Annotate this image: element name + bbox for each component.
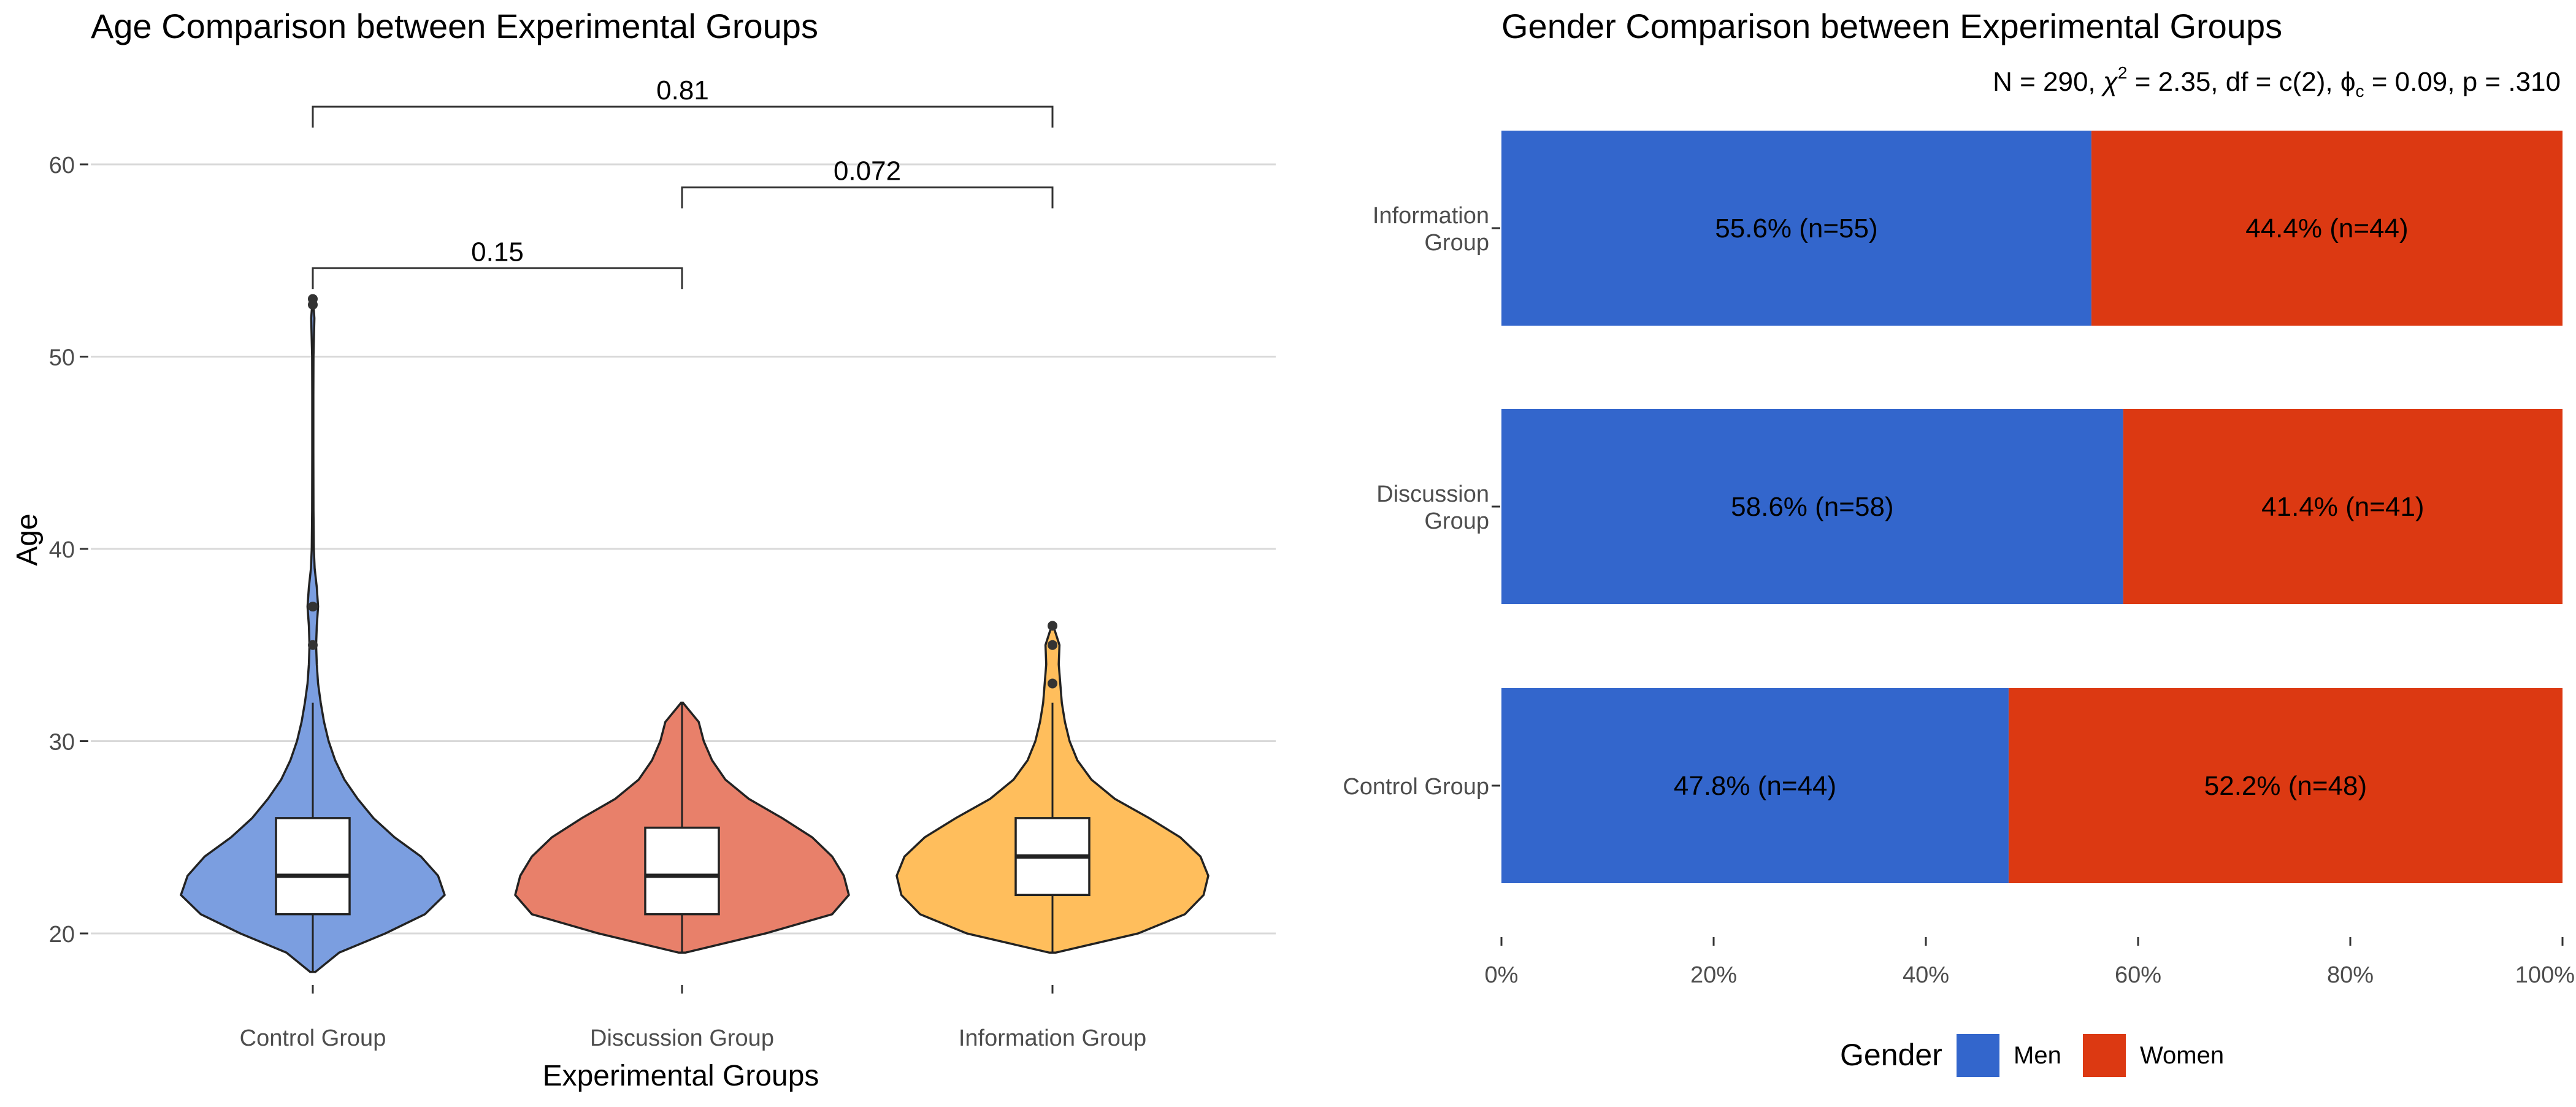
gender-legend: Gender Men Women <box>1840 1034 2224 1077</box>
age-comparison-p-value: 0.072 <box>834 156 901 186</box>
age-violin-panel: Age Comparison between Experimental Grou… <box>11 7 1276 1092</box>
gender-x-tick-label: 60% <box>2115 962 2161 988</box>
age-comparison-p-value: 0.15 <box>471 237 524 267</box>
age-outlier-point <box>1048 621 1057 631</box>
subtitle-chi-symbol: χ <box>2101 67 2118 97</box>
gender-bar-panel: Gender Comparison between Experimental G… <box>1343 7 2575 1077</box>
gender-bar-segment-men <box>1501 688 2009 883</box>
gender-bar-segment-women <box>2123 409 2563 604</box>
age-x-tick-label: Discussion Group <box>590 1025 774 1051</box>
gender-y-tick-label: Discussion <box>1376 481 1489 507</box>
age-x-axis-title: Experimental Groups <box>543 1060 819 1092</box>
subtitle-phi-value: = 0.09, <box>2372 67 2455 97</box>
subtitle-p: p = .310 <box>2463 67 2561 97</box>
gender-x-tick-label: 0% <box>1485 962 1519 988</box>
gender-y-tick-label: Control Group <box>1343 774 1489 800</box>
age-y-tick-label: 40 <box>49 537 75 563</box>
age-outlier-point <box>308 602 318 612</box>
gender-bar-data-label: 55.6% (n=55) <box>1715 213 1877 243</box>
age-comparison-bracket <box>312 105 1054 128</box>
age-y-tick-label: 50 <box>49 345 75 371</box>
subtitle-chi-superscript: 2 <box>2118 63 2128 82</box>
age-significance-brackets: 0.81 0.072 0.15 <box>312 75 1054 289</box>
age-comparison-p-value: 0.81 <box>656 75 709 105</box>
gender-bar-data-label: 52.2% (n=48) <box>2204 771 2367 801</box>
subtitle-phi-subscript: c <box>2355 82 2364 101</box>
gender-y-tick-label: Group <box>1424 508 1489 534</box>
age-y-tick-label: 30 <box>49 730 75 756</box>
age-comparison-bracket <box>312 267 683 289</box>
gender-bar-data-label: 44.4% (n=44) <box>2245 213 2408 243</box>
gender-x-tick-label: 100% <box>2515 962 2575 988</box>
gender-x-tick-label: 40% <box>1903 962 1949 988</box>
age-outlier-point <box>1048 678 1057 689</box>
age-outlier-point <box>1048 640 1057 650</box>
age-y-tick-label: 20 <box>49 922 75 948</box>
legend-women-swatch <box>2083 1034 2126 1077</box>
gender-bar-data-label: 41.4% (n=41) <box>2261 492 2424 522</box>
gender-bar-segment-women <box>2008 688 2563 883</box>
gender-y-tick-label: Information <box>1373 203 1489 229</box>
legend-men-label: Men <box>2014 1042 2061 1069</box>
age-x-tick-label: Control Group <box>240 1025 386 1051</box>
gender-chart-subtitle: N = 290, χ2 = 2.35, df = c(2), ϕc = 0.09… <box>1993 63 2561 101</box>
gender-y-tick-label: Group <box>1424 230 1489 256</box>
legend-title: Gender <box>1840 1038 1942 1072</box>
age-y-axis: 20 30 40 50 60 <box>49 153 88 948</box>
gender-bar-data-label: 58.6% (n=58) <box>1731 492 1893 522</box>
gender-chart-title: Gender Comparison between Experimental G… <box>1501 7 2282 45</box>
age-outlier-point <box>308 294 318 304</box>
age-y-tick-label: 60 <box>49 153 75 178</box>
age-violins <box>179 294 1209 973</box>
legend-women-label: Women <box>2140 1042 2224 1069</box>
gender-bars: 55.6% (n=55) 44.4% (n=44) 58.6% (n=58) 41.4… <box>1501 131 2563 883</box>
subtitle-n: N = 290, <box>1993 67 2096 97</box>
age-box <box>644 826 720 916</box>
gender-bar-segment-men <box>1501 409 2123 604</box>
age-x-tick-label: Information Group <box>959 1025 1146 1051</box>
subtitle-chi-value: = 2.35, <box>2135 67 2218 97</box>
gender-bar-data-label: 47.8% (n=44) <box>1674 771 1836 801</box>
age-x-axis: Control Group Discussion Group Information… <box>240 985 1146 1051</box>
subtitle-phi-symbol: ϕ <box>2340 67 2356 97</box>
age-box <box>275 817 351 916</box>
gender-x-tick-label: 20% <box>1690 962 1737 988</box>
gender-bar-segment-men <box>1501 131 2091 326</box>
age-chart-title: Age Comparison between Experimental Grou… <box>91 7 818 45</box>
age-y-axis-title: Age <box>11 513 44 565</box>
gender-x-axis: 0% 20% 40% 60% 80% 100% <box>1485 937 2575 988</box>
age-comparison-bracket <box>681 186 1054 209</box>
legend-men-swatch <box>1957 1034 1999 1077</box>
age-outlier-point <box>308 640 318 650</box>
subtitle-df: df = c(2), <box>2226 67 2333 97</box>
gender-x-tick-label: 80% <box>2327 962 2374 988</box>
gender-bar-segment-women <box>2091 131 2563 326</box>
